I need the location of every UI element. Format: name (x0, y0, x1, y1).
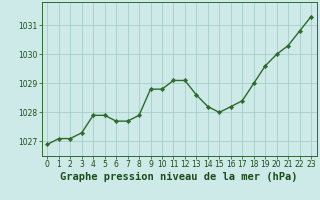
X-axis label: Graphe pression niveau de la mer (hPa): Graphe pression niveau de la mer (hPa) (60, 172, 298, 182)
